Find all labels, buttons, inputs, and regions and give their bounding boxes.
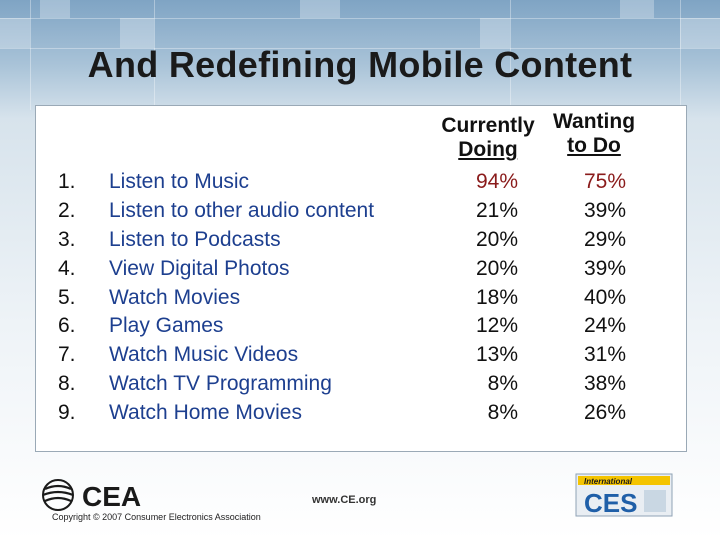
list-item: 7. Watch Music Videos 13% 31% (36, 343, 686, 372)
cea-logo-text: CEA (82, 481, 141, 512)
item-number: 1. (58, 170, 76, 193)
list-item: 3. Listen to Podcasts 20% 29% (36, 228, 686, 257)
item-wanting-value: 75% (583, 170, 626, 193)
item-label: Watch Home Movies (109, 401, 302, 425)
item-wanting-value: 40% (583, 285, 626, 309)
item-label: Watch TV Programming (109, 372, 332, 396)
item-label: Listen to other audio content (109, 198, 375, 222)
item-doing-value: 20% (475, 227, 518, 251)
item-number: 4. (58, 256, 76, 280)
item-label: Watch Music Videos (109, 343, 299, 367)
header-wanting-line1: Wanting (552, 110, 636, 133)
header-currently-doing: Currently Doing (428, 114, 548, 162)
item-wanting-value: 39% (583, 256, 626, 280)
item-label: Listen to Music (109, 170, 250, 193)
ces-badge-icon: International CES (575, 473, 673, 518)
ces-logo: International CES (574, 472, 674, 518)
cea-logo: CEA (40, 475, 150, 515)
page-title: And Redefining Mobile Content (87, 44, 633, 85)
item-wanting-value: 29% (583, 227, 626, 251)
list-item: 6. Play Games 12% 24% (36, 314, 686, 343)
item-doing-value: 13% (475, 343, 518, 367)
item-number: 5. (58, 285, 76, 309)
item-doing-value: 8% (487, 401, 518, 425)
header-decoration (0, 0, 720, 110)
list-item: 1. Listen to Music 94% 75% (36, 170, 686, 199)
item-wanting-value: 38% (583, 372, 626, 396)
item-number: 6. (58, 314, 76, 338)
list-item: 8. Watch TV Programming 8% 38% (36, 372, 686, 401)
list-item: 4. View Digital Photos 20% 39% (36, 257, 686, 286)
item-wanting-value: 24% (583, 314, 626, 338)
content-panel: Currently Doing Wanting to Do 1. Listen … (35, 105, 687, 452)
activity-list: 1. Listen to Music 94% 75% 2. Listen to … (36, 170, 686, 430)
item-wanting-value: 26% (583, 401, 626, 425)
footer: CEA Copyright © 2007 Consumer Electronic… (0, 470, 720, 540)
item-number: 2. (58, 198, 76, 222)
item-doing-value: 8% (487, 372, 518, 396)
ces-top-text: International (584, 477, 633, 486)
ces-logo-text: CES (584, 488, 637, 518)
cea-globe-icon: CEA (42, 479, 141, 512)
item-wanting-value: 31% (583, 343, 626, 367)
copyright-text: Copyright © 2007 Consumer Electronics As… (52, 512, 261, 522)
item-doing-value: 18% (475, 285, 518, 309)
list-item: 2. Listen to other audio content 21% 39% (36, 199, 686, 228)
header-doing-line2: Doing (458, 138, 518, 161)
item-doing-value: 12% (475, 314, 518, 338)
item-number: 8. (58, 372, 76, 396)
list-item: 9. Watch Home Movies 8% 26% (36, 401, 686, 430)
item-number: 3. (58, 227, 76, 251)
list-item: 5. Watch Movies 18% 40% (36, 286, 686, 315)
header-wanting-to-do: Wanting to Do (544, 110, 644, 158)
item-label: Watch Movies (109, 285, 241, 309)
header-wanting-line2: to Do (567, 134, 621, 157)
header-doing-line1: Currently (441, 114, 535, 137)
item-label: View Digital Photos (109, 256, 290, 280)
item-number: 7. (58, 343, 76, 367)
item-doing-value: 21% (475, 198, 518, 222)
item-wanting-value: 39% (583, 198, 626, 222)
website-url: www.CE.org (312, 494, 377, 506)
item-doing-value: 20% (475, 256, 518, 280)
item-doing-value: 94% (475, 170, 518, 193)
item-label: Listen to Podcasts (109, 227, 281, 251)
item-number: 9. (58, 401, 76, 425)
item-label: Play Games (109, 314, 224, 338)
